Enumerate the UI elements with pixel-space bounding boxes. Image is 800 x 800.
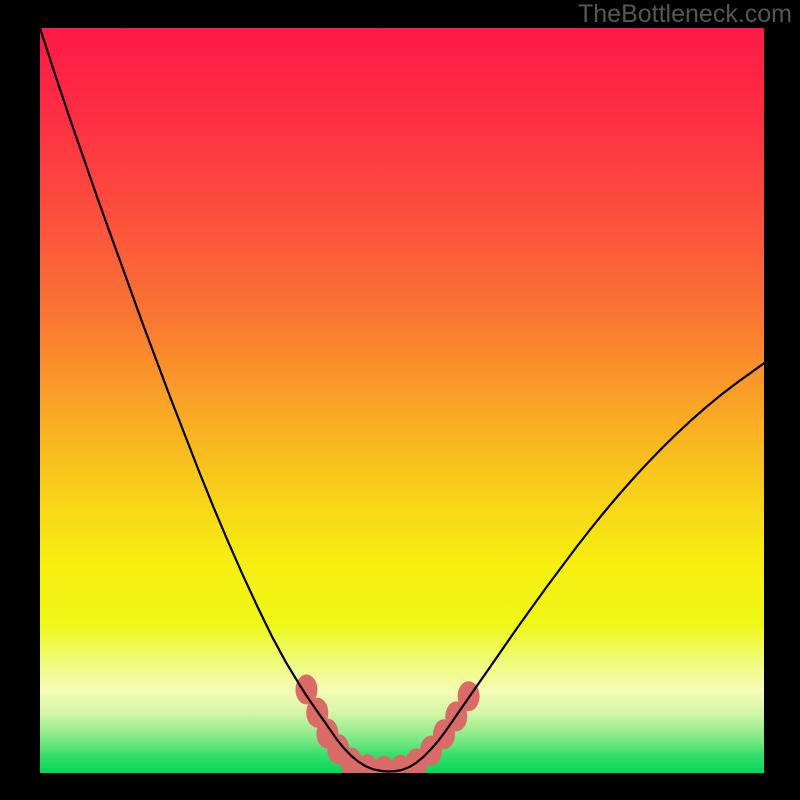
watermark-text: TheBottleneck.com (578, 0, 792, 29)
bottleneck-chart (0, 0, 800, 800)
chart-gradient-background (40, 28, 764, 773)
